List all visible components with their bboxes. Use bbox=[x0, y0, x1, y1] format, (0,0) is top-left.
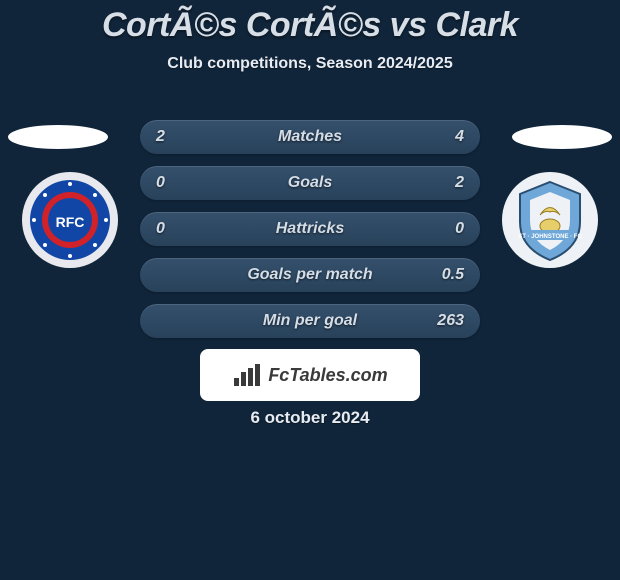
svg-text:RFC: RFC bbox=[56, 214, 85, 230]
stat-row-min-per-goal: Min per goal 263 bbox=[140, 304, 480, 338]
stat-row-goals: 0 Goals 2 bbox=[140, 166, 480, 200]
right-player-pill bbox=[512, 125, 612, 149]
stat-left-value: 0 bbox=[156, 174, 196, 192]
stat-right-value: 4 bbox=[424, 128, 464, 146]
stat-right-value: 263 bbox=[424, 312, 464, 330]
svg-text:ST · JOHNSTONE · FC: ST · JOHNSTONE · FC bbox=[518, 234, 582, 240]
branding-panel: FcTables.com bbox=[200, 349, 420, 401]
date-text: 6 october 2024 bbox=[0, 408, 620, 428]
stat-right-value: 0 bbox=[424, 220, 464, 238]
stat-row-goals-per-match: Goals per match 0.5 bbox=[140, 258, 480, 292]
stat-label: Min per goal bbox=[196, 312, 424, 330]
stat-label: Goals bbox=[196, 174, 424, 192]
stat-label: Hattricks bbox=[196, 220, 424, 238]
stats-container: 2 Matches 4 0 Goals 2 0 Hattricks 0 Goal… bbox=[140, 120, 480, 350]
stat-left-value: 0 bbox=[156, 220, 196, 238]
st-johnstone-crest-icon: ST · JOHNSTONE · FC bbox=[500, 170, 600, 270]
stat-label: Matches bbox=[196, 128, 424, 146]
page-title: CortÃ©s CortÃ©s vs Clark bbox=[0, 0, 620, 45]
stat-label: Goals per match bbox=[196, 266, 424, 284]
left-team-crest: RFC bbox=[20, 170, 120, 270]
left-player-pill bbox=[8, 125, 108, 149]
stat-left-value: 2 bbox=[156, 128, 196, 146]
stat-row-hattricks: 0 Hattricks 0 bbox=[140, 212, 480, 246]
rangers-crest-icon: RFC bbox=[20, 170, 120, 270]
bar-chart-icon bbox=[232, 362, 262, 388]
stat-right-value: 0.5 bbox=[424, 266, 464, 284]
subtitle: Club competitions, Season 2024/2025 bbox=[0, 55, 620, 73]
stat-right-value: 2 bbox=[424, 174, 464, 192]
branding-text: FcTables.com bbox=[268, 365, 387, 386]
stat-row-matches: 2 Matches 4 bbox=[140, 120, 480, 154]
right-team-crest: ST · JOHNSTONE · FC bbox=[500, 170, 600, 270]
